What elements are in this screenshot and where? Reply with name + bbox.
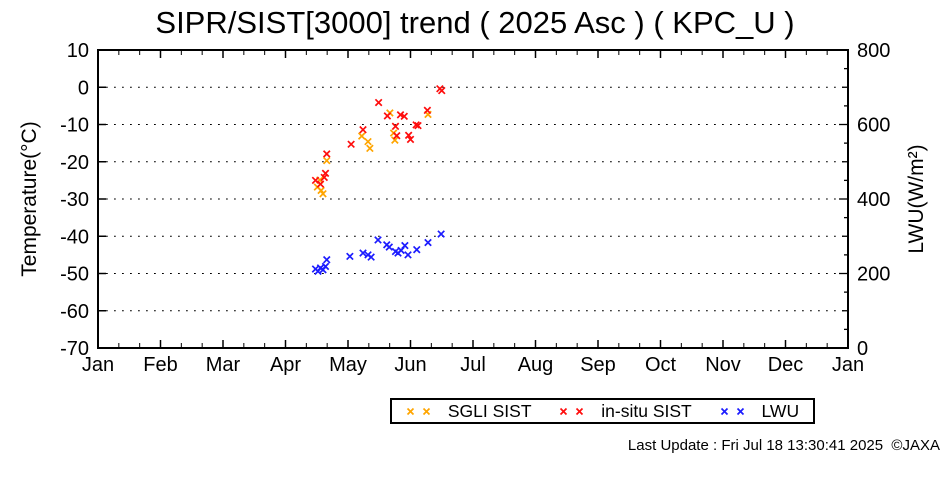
y-left-tick-label: -20 [60, 152, 89, 174]
x-marker-icon [406, 407, 414, 415]
last-update-note: Last Update : Fri Jul 18 13:30:41 2025 ©… [627, 437, 940, 454]
x-tick-label: Nov [705, 354, 741, 376]
x-tick-label: Apr [270, 354, 301, 376]
y-right-axis-label: LWU(W/m²) [905, 144, 928, 254]
legend-markers [720, 407, 745, 416]
data-point-insitu-sist [414, 121, 422, 130]
legend-label-insitu-sist: in-situ SIST [601, 400, 692, 421]
y-right-tick-label: 0 [857, 338, 868, 360]
x-tick-label: Dec [768, 354, 804, 376]
data-point-sgli-sist [357, 132, 366, 140]
data-point-lwu [437, 230, 445, 238]
legend-entry-insitu-sist: in-situ SIST [559, 400, 692, 422]
data-point-insitu-sist [423, 106, 432, 115]
y-left-axis-label: Temperature(°C) [18, 121, 41, 277]
data-point-insitu-sist [347, 140, 355, 149]
data-point-insitu-sist [392, 131, 401, 140]
x-tick-label: Mar [206, 354, 241, 376]
x-tick-label: Jan [82, 354, 114, 376]
y-left-tick-label: 10 [67, 40, 89, 62]
y-right-tick-label: 200 [857, 264, 890, 286]
data-point-sgli-sist [364, 137, 372, 146]
data-point-lwu [346, 252, 354, 261]
x-tick-label: Aug [518, 354, 554, 376]
y-left-tick-label: -60 [60, 301, 89, 323]
data-point-sgli-sist [366, 144, 374, 153]
data-point-lwu [424, 238, 432, 247]
legend-markers [559, 407, 584, 416]
y-left-tick-label: -10 [60, 115, 89, 137]
data-point-insitu-sist [404, 131, 413, 140]
data-point-insitu-sist [316, 180, 325, 188]
data-point-lwu [412, 245, 421, 254]
data-point-lwu [404, 251, 412, 259]
x-tick-label: Jun [394, 354, 426, 376]
data-point-sgli-sist [319, 189, 327, 198]
legend: SGLI SIST in-situ SIST LWU [390, 398, 815, 424]
data-point-insitu-sist [383, 112, 392, 120]
x-marker-icon [560, 407, 568, 415]
y-right-tick-label: 600 [857, 115, 890, 137]
y-left-tick-label: -30 [60, 189, 89, 211]
x-tick-label: Sep [580, 354, 616, 376]
legend-entry-lwu: LWU [720, 400, 800, 422]
data-point-insitu-sist [359, 125, 367, 134]
data-point-insitu-sist [322, 150, 331, 158]
x-tick-label: Feb [143, 354, 177, 376]
y-left-tick-label: -70 [60, 338, 89, 360]
data-point-insitu-sist [400, 112, 409, 121]
data-point-insitu-sist [374, 98, 383, 107]
data-point-lwu [359, 249, 367, 257]
x-tick-label: Jan [832, 354, 864, 376]
x-marker-icon [736, 407, 744, 415]
x-marker-icon [422, 407, 430, 415]
data-point-insitu-sist [321, 169, 330, 178]
data-point-insitu-sist [391, 122, 400, 131]
legend-label-lwu: LWU [761, 400, 800, 421]
data-point-insitu-sist [437, 86, 446, 95]
legend-entry-sgli-sist: SGLI SIST [406, 401, 532, 422]
y-left-tick-label: -40 [60, 226, 89, 248]
x-marker-icon [720, 407, 728, 415]
data-point-lwu [322, 255, 331, 264]
data-point-lwu [367, 253, 375, 261]
y-right-tick-label: 400 [857, 189, 890, 211]
legend-markers [406, 407, 431, 416]
x-tick-label: Jul [460, 354, 486, 376]
y-right-tick-label: 800 [857, 40, 890, 62]
y-left-tick-label: -50 [60, 264, 89, 286]
x-tick-label: Oct [645, 354, 677, 376]
data-point-insitu-sist [406, 135, 415, 144]
y-left-tick-label: 0 [78, 77, 89, 99]
data-point-sgli-sist [322, 156, 331, 165]
legend-label-sgli-sist: SGLI SIST [447, 400, 532, 421]
data-point-sgli-sist [391, 136, 399, 144]
data-point-lwu [321, 262, 330, 271]
data-point-lwu [385, 243, 394, 251]
data-point-lwu [401, 241, 409, 250]
x-tick-label: May [329, 354, 367, 376]
chart-title: SIPR/SIST[3000] trend ( 2025 Asc ) ( KPC… [155, 5, 795, 40]
data-point-insitu-sist [311, 176, 320, 185]
data-point-lwu [374, 236, 382, 244]
x-marker-icon [576, 407, 584, 415]
